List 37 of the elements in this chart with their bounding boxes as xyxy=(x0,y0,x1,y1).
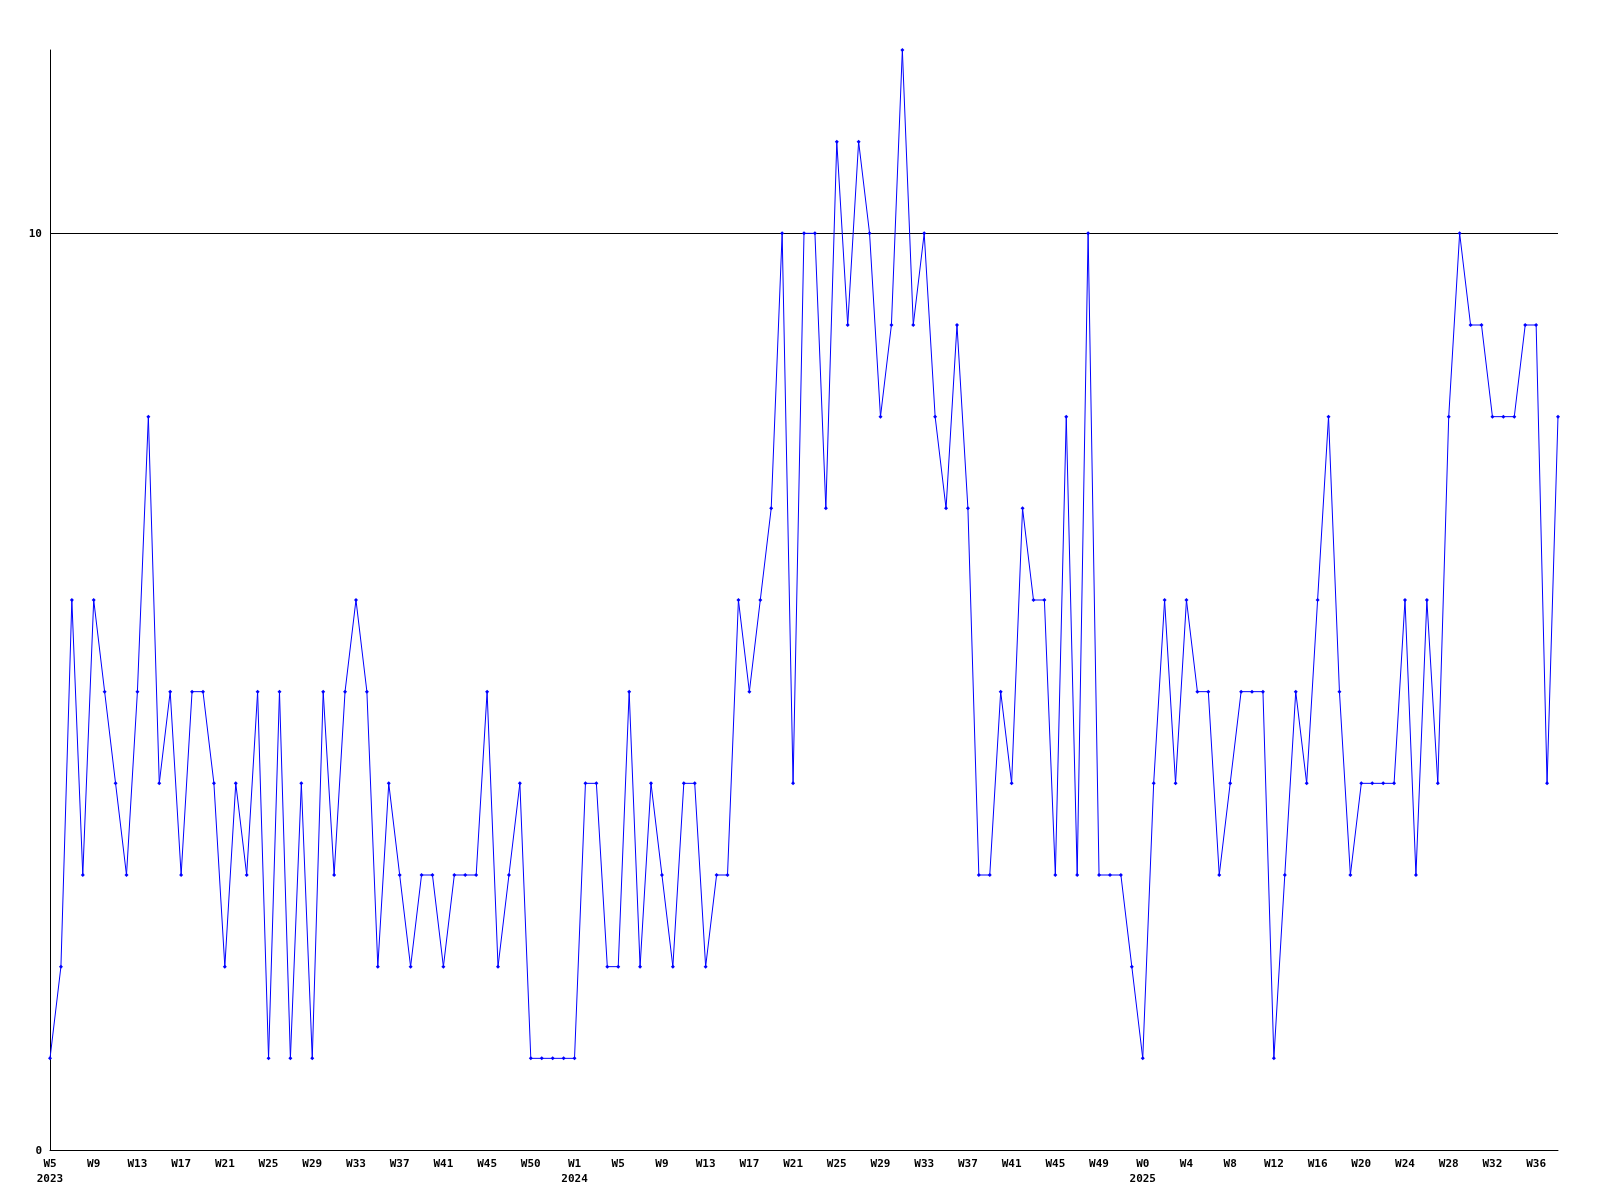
x-tick-label: W25 xyxy=(258,1157,279,1170)
x-tick-label: W17 xyxy=(739,1157,760,1170)
x-tick-label: W49 xyxy=(1089,1157,1109,1170)
y-tick-label: 0 xyxy=(35,1143,42,1157)
x-tick-label: W25 xyxy=(826,1157,847,1170)
x-tick-label: W17 xyxy=(171,1157,192,1170)
x-tick-label: W13 xyxy=(695,1157,716,1170)
x-tick-label: W41 xyxy=(433,1157,454,1170)
x-tick-label: W20 xyxy=(1351,1157,1372,1170)
x-tick-label: W9 xyxy=(87,1157,101,1170)
x-tick-label: W21 xyxy=(214,1157,236,1170)
x-tick-label: W12 xyxy=(1263,1157,1284,1170)
x-tick-label: W41 xyxy=(1001,1157,1022,1170)
x-tick-label: W50 xyxy=(520,1157,541,1170)
x-tick-label: W33 xyxy=(346,1157,366,1170)
x-tick-label: W37 xyxy=(957,1157,978,1170)
x-tick-label: W45 xyxy=(477,1157,498,1170)
x-tick-label: W1 2024 xyxy=(561,1157,589,1185)
x-tick-label: W13 xyxy=(127,1157,148,1170)
x-tick-label: W5 xyxy=(611,1157,625,1170)
x-tick-label: W24 xyxy=(1395,1157,1416,1170)
x-tick-label: W29 xyxy=(302,1157,323,1170)
x-tick-label: W5 2023 xyxy=(36,1157,64,1185)
x-tick-label: W45 xyxy=(1045,1157,1066,1170)
x-tick-label: W21 xyxy=(783,1157,804,1170)
x-tick-label: W4 xyxy=(1179,1157,1194,1170)
x-tick-label: W32 xyxy=(1482,1157,1503,1170)
x-tick-label: W9 xyxy=(655,1157,669,1170)
x-tick-label: W36 xyxy=(1526,1157,1547,1170)
y-tick-label: 10 xyxy=(28,226,42,240)
x-tick-label: W0 2025 xyxy=(1129,1157,1156,1185)
x-tick-label: W37 xyxy=(389,1157,410,1170)
x-tick-label: W16 xyxy=(1307,1157,1328,1170)
x-tick-label: W8 xyxy=(1223,1157,1237,1170)
x-tick-label: W33 xyxy=(914,1157,935,1170)
x-tick-label: W29 xyxy=(870,1157,891,1170)
x-tick-label: W28 xyxy=(1438,1157,1459,1170)
